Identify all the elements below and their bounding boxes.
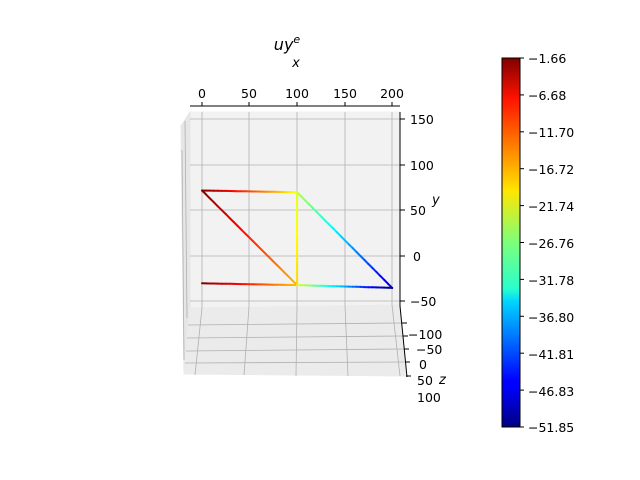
- floor-grid-x-200: [391, 304, 401, 377]
- x-tick-label: 100: [285, 86, 309, 101]
- floor-grid-z-2: [186, 335, 404, 339]
- colorbar-gradient: [501, 57, 521, 428]
- colorbar-tick-label: −6.68: [528, 88, 566, 103]
- z-tick-label: 100: [417, 390, 441, 405]
- y-tick-labels: 150 100 50 0 −50: [410, 112, 436, 309]
- colorbar-tick-label: −21.74: [528, 199, 574, 214]
- x-axis-label: x: [291, 56, 300, 71]
- chart-title-superscript: e: [293, 33, 300, 46]
- series-line-0: [201, 189, 299, 194]
- floor-grid-x-150: [344, 305, 349, 377]
- side-grid-2: [181, 149, 185, 361]
- chart-title-main: uy: [274, 35, 294, 54]
- colorbar-tick-labels: −1.66 −6.68 −11.70 −16.72 −21.74 −26.76 …: [528, 51, 574, 435]
- y-tick-label: 0: [413, 249, 421, 264]
- series-line-2: [201, 189, 299, 287]
- series-line-4: [201, 282, 299, 287]
- colorbar-tick-label: −1.66: [528, 51, 566, 66]
- z-axis-line: [399, 305, 408, 378]
- grid-group: [181, 112, 406, 377]
- axes-lines: [190, 105, 408, 378]
- floor-pane: [183, 304, 407, 377]
- y-tick-label: −50: [410, 294, 436, 309]
- y-tick-label: 50: [410, 203, 426, 218]
- floor-grid-z-4: [184, 361, 406, 364]
- z-tick-label: 50: [417, 373, 433, 388]
- z-tick-label: −100: [408, 327, 442, 342]
- z-tick-labels: −100 −50 0 50 100: [408, 327, 442, 405]
- x-tick-label: 0: [198, 86, 206, 101]
- colorbar-tick-label: −11.70: [528, 125, 574, 140]
- y-tick-label: 100: [410, 158, 434, 173]
- colorbar-tick-label: −46.83: [528, 384, 574, 399]
- colorbar-tick-marks: [520, 57, 524, 428]
- z-axis-label: z: [438, 373, 447, 388]
- colorbar: −1.66 −6.68 −11.70 −16.72 −21.74 −26.76 …: [501, 51, 574, 435]
- x-tick-label: 150: [333, 86, 357, 101]
- floor-grid-z-1: [187, 322, 403, 326]
- colorbar-tick-label: −36.80: [528, 310, 574, 325]
- floor-grid-x-100: [295, 305, 298, 377]
- floor-grid-z-3: [185, 348, 405, 352]
- floor-grid-x-0: [194, 307, 203, 376]
- series-line-5: [296, 284, 394, 289]
- side-grid-1: [184, 120, 188, 319]
- colorbar-tick-label: −41.81: [528, 347, 574, 362]
- tick-marks: [201, 102, 411, 377]
- x-tick-labels: 0 50 100 150 200: [198, 86, 404, 101]
- y-axis-label: y: [431, 193, 440, 208]
- chart-title: uye: [274, 33, 301, 54]
- x-tick-label: 50: [241, 86, 257, 101]
- colorbar-tick-label: −26.76: [528, 236, 574, 251]
- x-tick-label: 200: [380, 86, 404, 101]
- colorbar-tick-label: −16.72: [528, 162, 574, 177]
- y-tick-label: 150: [410, 112, 434, 127]
- floor-grid-x-50: [243, 306, 250, 376]
- z-tick-label: −50: [416, 342, 442, 357]
- colorbar-tick-label: −31.78: [528, 273, 574, 288]
- z-tick-label: 0: [419, 357, 427, 372]
- data-lines: [201, 189, 394, 289]
- colorbar-tick-label: −51.85: [528, 420, 574, 435]
